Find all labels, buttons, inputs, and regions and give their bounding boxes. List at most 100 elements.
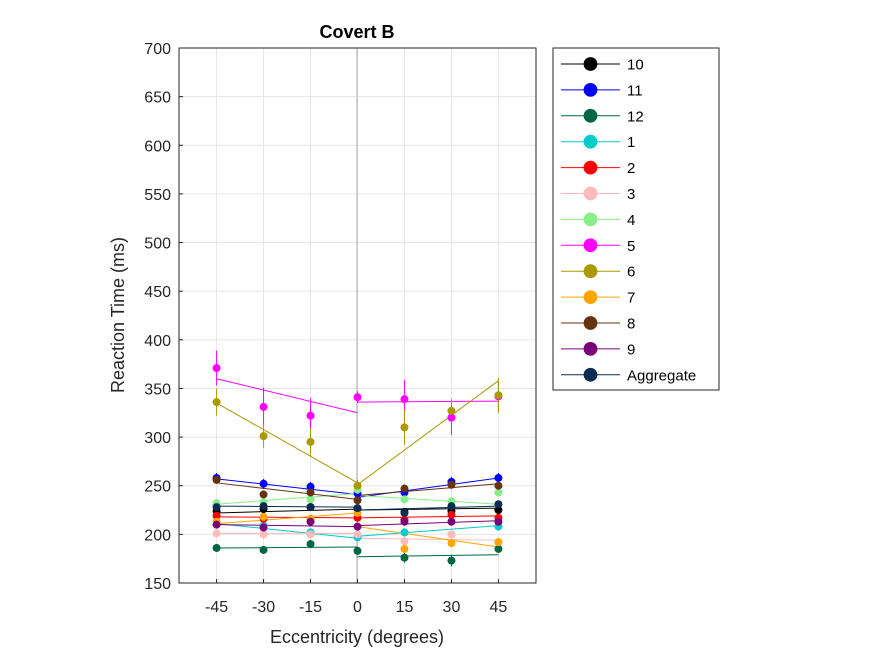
data-point: [447, 517, 456, 526]
legend-label: 4: [627, 212, 635, 229]
y-tick-label: 350: [144, 381, 171, 398]
data-point: [259, 432, 268, 441]
legend-label: 12: [627, 108, 644, 125]
data-point: [306, 488, 315, 497]
legend-marker: [583, 212, 598, 227]
fit-line-left: [216, 505, 358, 508]
legend-marker: [583, 108, 598, 123]
x-tick-label: 30: [443, 599, 461, 616]
legend-label: 10: [627, 57, 644, 74]
data-point: [447, 480, 456, 489]
y-tick-label: 200: [144, 527, 171, 544]
legend-item: 4: [561, 212, 635, 229]
data-point: [259, 545, 268, 554]
data-point: [447, 510, 456, 519]
data-point: [353, 530, 362, 539]
data-point: [306, 495, 315, 504]
data-point: [212, 398, 221, 407]
y-tick-label: 650: [144, 90, 171, 107]
legend-label: 11: [627, 82, 643, 99]
legend-label: 1: [627, 134, 635, 151]
y-tick-label: 300: [144, 430, 171, 447]
y-tick-label: 550: [144, 187, 171, 204]
x-tick-label: 0: [353, 599, 362, 616]
data-point: [306, 530, 315, 539]
fit-line-right: [357, 505, 499, 511]
legend-marker: [583, 186, 598, 201]
y-tick-label: 450: [144, 284, 171, 301]
data-point: [400, 484, 409, 493]
fit-line-left: [216, 512, 358, 525]
data-point: [400, 423, 409, 432]
y-tick-label: 600: [144, 138, 171, 155]
data-point: [447, 530, 456, 539]
legend-label: 3: [627, 186, 635, 203]
data-point: [353, 481, 362, 490]
fit-line-right: [357, 477, 499, 498]
fit-line-left: [216, 378, 358, 414]
legend-item: 10: [561, 57, 644, 74]
data-point: [306, 517, 315, 526]
data-point: [494, 481, 503, 490]
data-point: [306, 437, 315, 446]
fit-line-left: [216, 402, 358, 484]
legend-item: Aggregate: [561, 367, 696, 384]
legend-item: 7: [561, 290, 635, 307]
data-point: [212, 475, 221, 484]
legend-item: 6: [561, 264, 635, 281]
legend-label: 9: [627, 341, 635, 358]
data-point: [400, 544, 409, 553]
fit-line-right: [357, 380, 499, 486]
fit-line-left: [216, 478, 358, 495]
fit-line-left: [216, 508, 358, 514]
legend-marker: [583, 83, 598, 97]
fit-line-left: [216, 524, 358, 528]
x-tick-label: 15: [396, 599, 414, 616]
fit-line-right: [357, 483, 499, 496]
data-point: [212, 364, 221, 373]
legend-item: 5: [561, 238, 635, 255]
legend-label: Aggregate: [627, 367, 696, 384]
legend-label: 2: [627, 160, 635, 177]
y-axis-label: Reaction Time (ms): [108, 237, 128, 393]
legend-marker: [583, 316, 598, 330]
legend-marker: [583, 160, 598, 175]
fit-line-right: [357, 520, 499, 527]
data-point: [447, 413, 456, 422]
legend-item: 11: [561, 82, 643, 99]
data-point: [259, 512, 268, 521]
data-point: [259, 402, 268, 411]
data-point: [494, 391, 503, 400]
data-point: [353, 522, 362, 531]
legend-marker: [583, 238, 598, 253]
data-point: [212, 543, 221, 552]
legend-item: 9: [561, 341, 635, 358]
data-point: [259, 490, 268, 499]
data-point: [400, 537, 409, 546]
fit-line-right: [357, 494, 499, 505]
data-point: [494, 473, 503, 482]
legend-item: 2: [561, 160, 635, 177]
legend-label: 7: [627, 290, 635, 307]
y-tick-label: 150: [144, 576, 171, 593]
legend-marker: [583, 290, 598, 305]
data-point: [400, 495, 409, 504]
data-point: [212, 503, 221, 512]
data-point: [353, 496, 362, 505]
legend-item: 12: [561, 108, 644, 125]
data-point: [494, 488, 503, 497]
legend-marker: [583, 57, 598, 71]
y-tick-label: 400: [144, 333, 171, 350]
data-point: [447, 406, 456, 415]
legend-label: 8: [627, 316, 635, 333]
y-tick-label: 250: [144, 479, 171, 496]
y-tick-label: 700: [144, 41, 171, 58]
data-point: [447, 502, 456, 511]
data-point: [494, 544, 503, 553]
data-point: [494, 517, 503, 526]
legend-marker: [583, 134, 598, 149]
y-tick-label: 500: [144, 236, 171, 253]
fit-line-left: [216, 546, 358, 549]
